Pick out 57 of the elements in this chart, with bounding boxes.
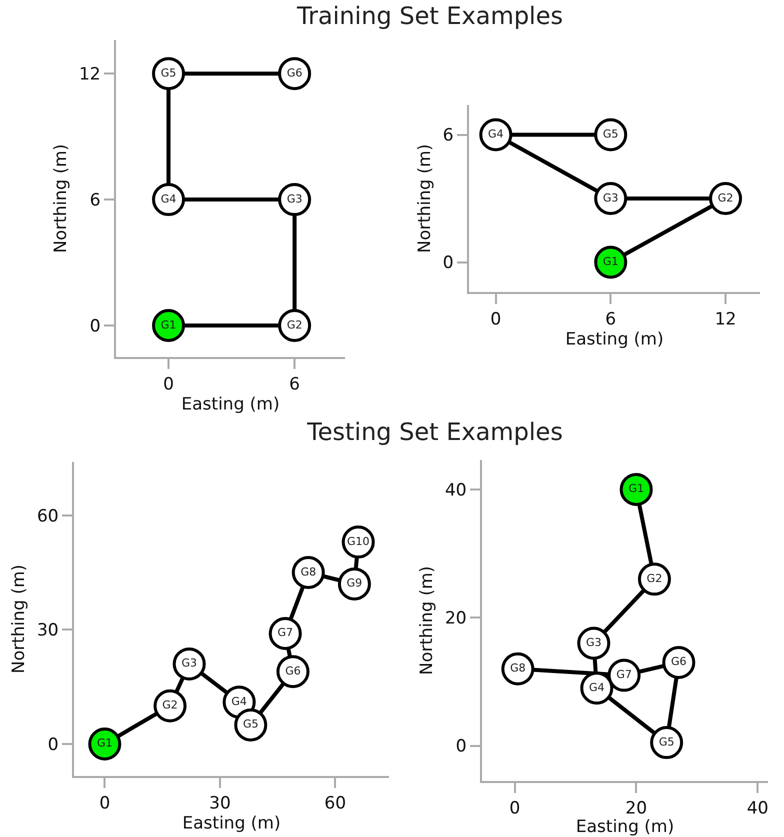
data-label: G6 bbox=[670, 655, 687, 668]
x-tick-label: 20 bbox=[625, 798, 648, 818]
data-label: G5 bbox=[602, 128, 618, 140]
data-label: G1 bbox=[602, 255, 618, 268]
data-label: G4 bbox=[160, 192, 176, 206]
data-label: G10 bbox=[347, 534, 370, 548]
y-tick-label: 6 bbox=[90, 190, 101, 210]
data-label: G2 bbox=[162, 698, 178, 712]
data-label: G3 bbox=[602, 191, 618, 204]
y-axis-title: Northing (m) bbox=[417, 566, 438, 676]
x-tick-label: 30 bbox=[209, 793, 231, 814]
x-tick-label: 12 bbox=[714, 309, 736, 330]
data-label: G3 bbox=[286, 192, 302, 206]
y-axis-title: Northing (m) bbox=[9, 564, 30, 674]
data-label: G3 bbox=[586, 636, 602, 649]
data-label: G2 bbox=[718, 191, 734, 204]
data-label: G4 bbox=[231, 694, 247, 708]
data-label: G4 bbox=[488, 128, 504, 140]
x-tick-label: 0 bbox=[490, 309, 502, 330]
y-tick-label: 0 bbox=[456, 736, 467, 757]
y-tick-label: 60 bbox=[36, 506, 59, 526]
y-tick-label: 6 bbox=[442, 126, 454, 146]
data-label: G2 bbox=[646, 572, 662, 585]
data-label: G4 bbox=[588, 680, 605, 694]
data-label: G5 bbox=[242, 718, 258, 731]
y-tick-label: 20 bbox=[444, 608, 467, 629]
y-axis-title: Northing (m) bbox=[414, 144, 435, 254]
data-label: G1 bbox=[160, 318, 176, 332]
data-label: G8 bbox=[510, 662, 526, 675]
x-tick-label: 60 bbox=[324, 793, 346, 814]
x-axis-title: Easting (m) bbox=[181, 394, 280, 414]
data-label: G5 bbox=[160, 66, 176, 80]
data-label: G2 bbox=[286, 318, 302, 332]
y-tick-label: 0 bbox=[442, 253, 454, 274]
data-label: G7 bbox=[278, 626, 294, 640]
chart-title: Testing Set Examples bbox=[306, 418, 564, 446]
x-axis-title: Easting (m) bbox=[182, 813, 281, 834]
y-tick-label: 12 bbox=[78, 64, 101, 85]
x-axis-title: Easting (m) bbox=[565, 329, 664, 350]
data-label: G6 bbox=[285, 664, 301, 678]
data-label: G1 bbox=[96, 736, 112, 750]
x-tick-label: 0 bbox=[509, 798, 520, 818]
data-label: G7 bbox=[616, 668, 632, 682]
data-label: G5 bbox=[658, 735, 674, 748]
y-tick-label: 30 bbox=[36, 620, 59, 641]
data-label: G9 bbox=[346, 576, 362, 590]
x-tick-label: 40 bbox=[746, 798, 768, 818]
data-label: G6 bbox=[286, 66, 302, 80]
data-label: G3 bbox=[181, 656, 198, 670]
text: Training Set Examples bbox=[296, 2, 564, 30]
y-axis-title: Northing (m) bbox=[51, 144, 72, 254]
data-label: G8 bbox=[300, 565, 316, 578]
y-tick-label: 0 bbox=[48, 734, 59, 755]
x-axis-title: Easting (m) bbox=[576, 817, 674, 837]
y-tick-label: 40 bbox=[444, 480, 467, 500]
data-label: G1 bbox=[628, 482, 644, 496]
x-tick-label: 6 bbox=[605, 309, 616, 330]
